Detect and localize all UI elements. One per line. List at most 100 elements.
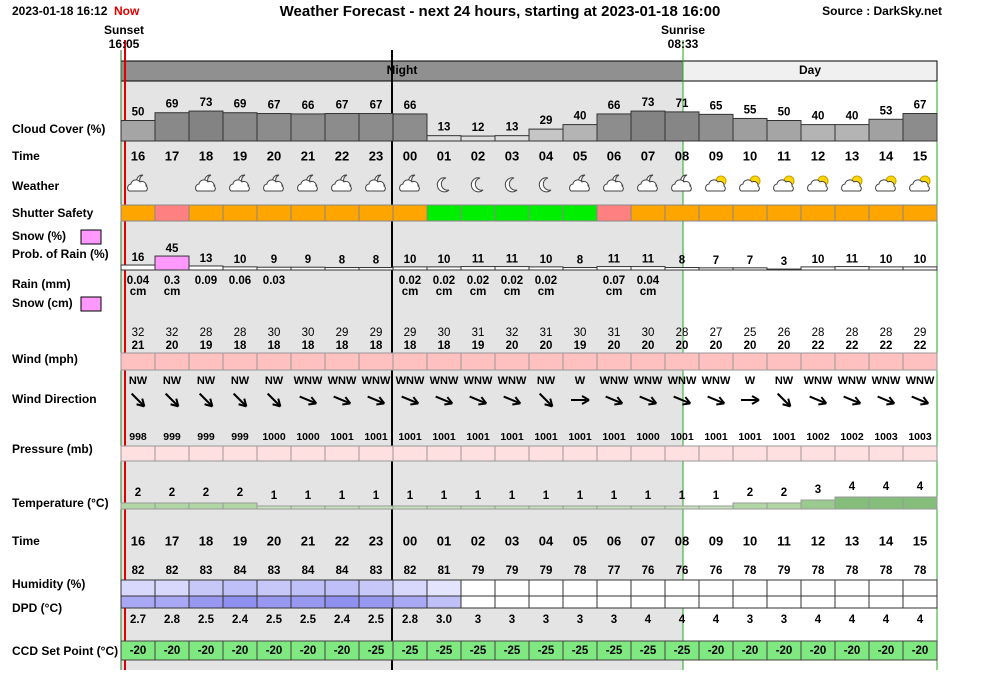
- arrow-shaft: [605, 395, 623, 405]
- precip-value: 0.02: [501, 275, 523, 287]
- wind-cell: [902, 352, 938, 371]
- cloud: [603, 179, 624, 192]
- hour: 00: [403, 148, 417, 163]
- arrow-head: [782, 398, 792, 408]
- rain-prob-bar: [392, 266, 428, 271]
- cloud-bar: [732, 117, 768, 142]
- temp-bar: [834, 496, 870, 510]
- cloud: [875, 179, 896, 192]
- cloud: [637, 179, 658, 192]
- rain-prob-bar: [154, 255, 190, 271]
- pressure-cell: [562, 445, 598, 462]
- arrow-head: [751, 395, 760, 405]
- cloud-value: 65: [710, 100, 723, 112]
- ccd-value: -25: [436, 645, 453, 657]
- temp-value: 4: [883, 481, 890, 493]
- temp-value: 1: [577, 490, 584, 502]
- pressure-value: 1002: [840, 431, 864, 443]
- wind-arrow: [809, 395, 828, 406]
- wind-speed: 18: [336, 340, 349, 352]
- temp-value: 2: [747, 487, 753, 499]
- humidity-cell: [596, 579, 632, 597]
- rain-prob-value: 9: [305, 254, 311, 266]
- temp-bar: [766, 502, 802, 510]
- rain-prob-bar: [800, 266, 836, 271]
- shutter-cell: [664, 204, 700, 222]
- arrow-head: [512, 396, 522, 406]
- row-label: Snow (cm): [12, 296, 73, 310]
- arrow-head: [342, 396, 352, 406]
- humidity-cell: [290, 579, 326, 597]
- temp-bar: [494, 505, 530, 510]
- title: Weather Forecast - next 24 hours, starti…: [280, 3, 721, 20]
- wind-arrow: [198, 392, 214, 408]
- cloud-bar: [664, 111, 700, 142]
- wind-direction: WNW: [600, 375, 629, 387]
- wind-direction: WNW: [396, 375, 425, 387]
- wind-cell: [392, 352, 428, 371]
- weather-icon: [739, 175, 761, 192]
- weather-icon: [263, 174, 284, 192]
- arrow-shaft: [469, 395, 487, 405]
- moon: [538, 177, 552, 193]
- hour: 06: [607, 533, 621, 548]
- temp-bar: [222, 502, 258, 510]
- wind-gust: 29: [914, 327, 927, 339]
- wind-gust: 30: [268, 327, 281, 339]
- humidity-value: 83: [268, 565, 281, 577]
- legend-swatch: [80, 296, 102, 312]
- wind-arrow: [605, 395, 624, 406]
- precip-value: 0.07: [603, 275, 625, 287]
- weather-icon: [331, 174, 352, 192]
- pressure-cell: [324, 445, 360, 462]
- humidity-cell: [902, 579, 938, 597]
- rain-prob-bar: [664, 267, 700, 271]
- temp-bar: [698, 505, 734, 510]
- dpd-cell: [562, 595, 598, 609]
- pressure-value: 1001: [398, 431, 422, 443]
- wind-cell: [358, 352, 394, 371]
- weather-icon: [538, 177, 552, 193]
- ccd-value: -20: [844, 645, 861, 657]
- cloud-value: 67: [268, 100, 281, 112]
- dpd-value: 2.7: [130, 614, 146, 626]
- hour: 00: [403, 533, 417, 548]
- dpd-cell: [698, 595, 734, 609]
- ccd-value: -25: [572, 645, 589, 657]
- temp-bar: [868, 496, 904, 510]
- wind-direction: W: [575, 375, 586, 387]
- humidity-value: 76: [676, 565, 689, 577]
- cloud-value: 40: [812, 111, 825, 123]
- rain-prob-value: 7: [747, 255, 753, 267]
- hour: 16: [131, 148, 145, 163]
- arrow-shaft: [707, 395, 725, 405]
- ccd-value: -20: [878, 645, 895, 657]
- pressure-value: 998: [129, 431, 147, 443]
- wind-speed: 22: [914, 340, 927, 352]
- humidity-cell: [630, 579, 666, 597]
- dpd-value: 4: [713, 614, 720, 626]
- hour: 21: [301, 533, 315, 548]
- dpd-value: 4: [645, 614, 652, 626]
- cloud-bar: [766, 120, 802, 142]
- wind-arrow: [776, 392, 792, 408]
- rain-prob-value: 11: [472, 254, 485, 266]
- dpd-cell: [426, 595, 462, 609]
- wind-gust: 32: [166, 327, 179, 339]
- shutter-cell: [358, 204, 394, 222]
- temp-value: 1: [441, 490, 448, 502]
- rain-prob-value: 10: [540, 254, 553, 266]
- wind-direction: WNW: [498, 375, 527, 387]
- cloud-value: 67: [336, 100, 349, 112]
- cloud-bar: [494, 135, 530, 142]
- wind-direction: WNW: [872, 375, 901, 387]
- wind-speed: 18: [370, 340, 383, 352]
- dpd-cell: [494, 595, 530, 609]
- dpd-cell: [732, 595, 768, 609]
- row-label: CCD Set Point (°C): [12, 644, 118, 658]
- wind-arrow: [538, 392, 554, 408]
- hour: 14: [879, 148, 894, 163]
- hour: 03: [505, 533, 519, 548]
- cloud-value: 50: [778, 107, 791, 119]
- wind-cell: [460, 352, 496, 371]
